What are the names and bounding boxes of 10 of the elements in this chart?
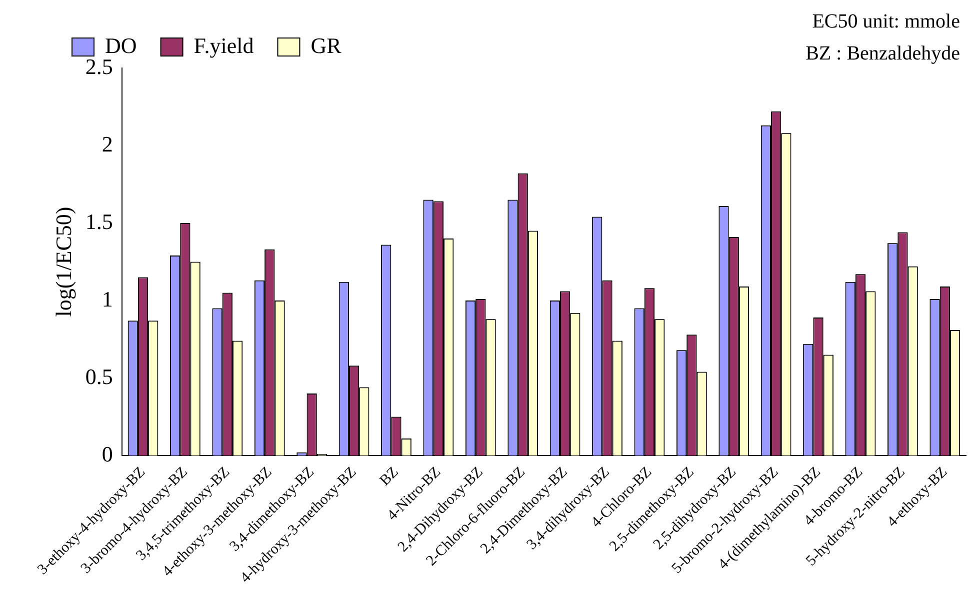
y-tick-label: 0 xyxy=(102,441,113,466)
legend-label: GR xyxy=(310,32,342,58)
y-tick-label: 0.5 xyxy=(85,364,113,389)
y-tick-label: 2 xyxy=(102,131,113,156)
text: EC50 unit: mmole xyxy=(812,10,960,32)
y-tick-label: 1 xyxy=(102,286,113,312)
legend-label: F.yield xyxy=(194,32,254,58)
y-axis-title: log(1/EC50) xyxy=(50,206,76,317)
text: BZ : Benzaldehyde xyxy=(806,42,960,64)
y-tick-label: 1.5 xyxy=(85,208,113,234)
